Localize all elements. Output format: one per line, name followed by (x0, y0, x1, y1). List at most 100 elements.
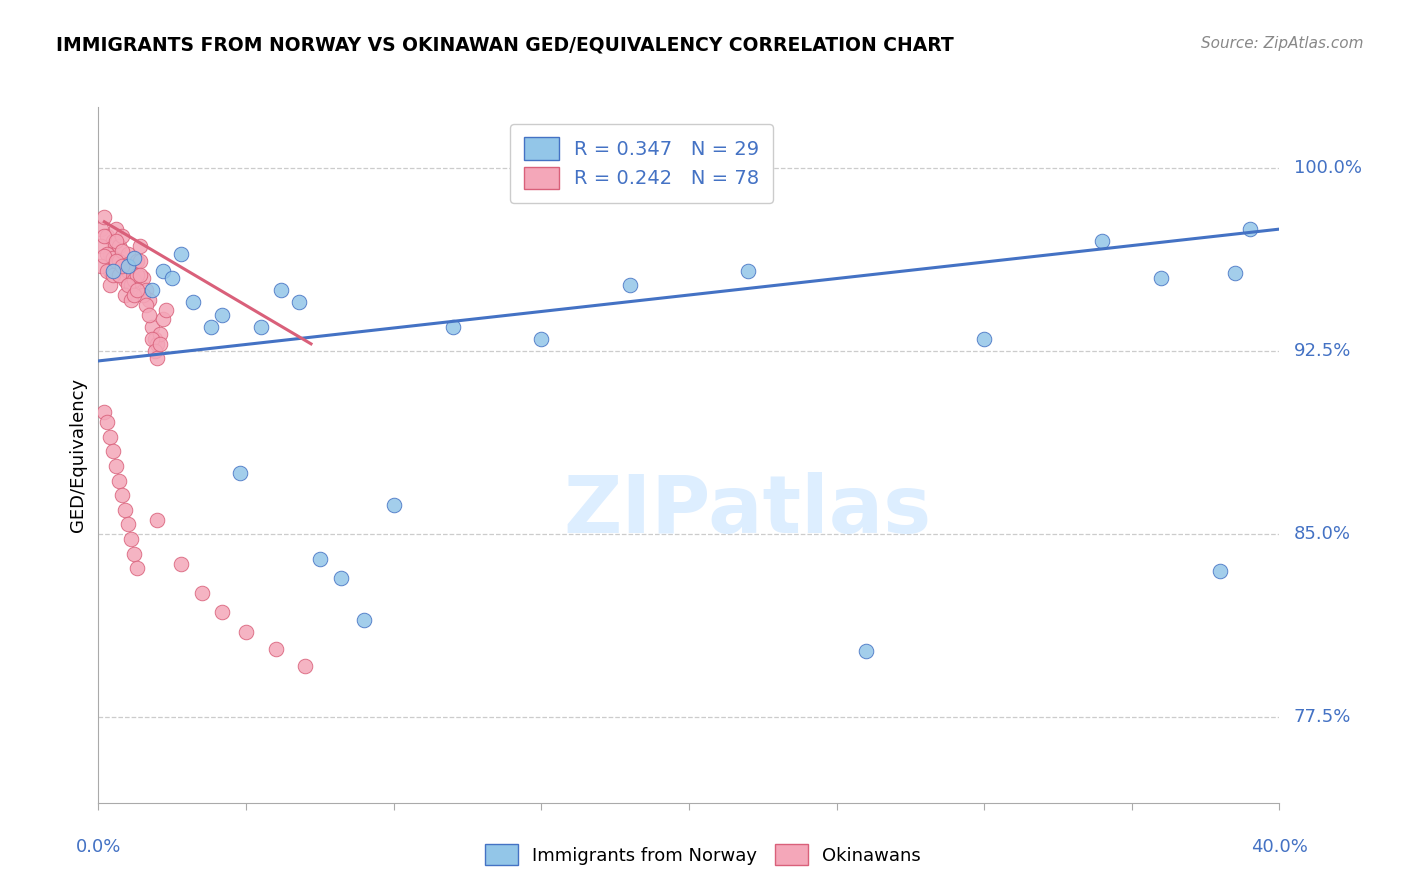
Text: 92.5%: 92.5% (1294, 343, 1351, 360)
Point (120, 263, 142, 277)
Point (235, 624, 257, 639)
Point (98, 246, 121, 260)
Point (132, 271, 155, 285)
Point (1150, 271, 1173, 285)
Point (117, 263, 139, 277)
Point (117, 246, 139, 260)
Point (105, 253, 128, 268)
Point (108, 253, 131, 268)
Point (382, 498, 405, 512)
Point (155, 302, 177, 317)
Point (117, 259, 139, 273)
Point (441, 319, 464, 334)
Point (143, 344, 166, 359)
Point (138, 308, 160, 322)
Text: 0.0%: 0.0% (76, 838, 121, 856)
Point (200, 319, 222, 334)
Text: 100.0%: 100.0% (1294, 159, 1361, 178)
Point (264, 642, 287, 657)
Point (108, 268, 131, 283)
Point (122, 288, 145, 302)
Point (103, 444, 125, 458)
Point (149, 336, 172, 351)
Point (122, 547, 145, 561)
Point (855, 644, 877, 658)
Point (98, 263, 121, 277)
Point (90, 239, 112, 253)
Text: Source: ZipAtlas.com: Source: ZipAtlas.com (1201, 36, 1364, 51)
Point (120, 532, 142, 546)
Point (122, 252, 145, 266)
Point (162, 271, 183, 285)
Point (120, 293, 142, 307)
Point (103, 268, 125, 283)
Point (98, 278, 121, 293)
Text: IMMIGRANTS FROM NORWAY VS OKINAWAN GED/EQUIVALENCY CORRELATION CHART: IMMIGRANTS FROM NORWAY VS OKINAWAN GED/E… (56, 36, 955, 54)
Point (1239, 222, 1261, 236)
Point (128, 253, 150, 268)
Point (1223, 266, 1246, 280)
Point (329, 571, 352, 585)
Point (90, 259, 112, 273)
Point (117, 517, 139, 532)
Point (103, 252, 125, 266)
Point (105, 458, 128, 473)
Point (111, 259, 134, 273)
Text: 40.0%: 40.0% (1251, 838, 1308, 856)
Point (152, 263, 174, 277)
Point (229, 467, 252, 481)
Point (90, 222, 112, 236)
Point (98, 429, 121, 443)
Point (96, 415, 118, 429)
Point (103, 235, 125, 249)
Point (120, 278, 142, 293)
Point (132, 288, 155, 302)
Point (96, 229, 118, 244)
Point (1209, 564, 1232, 578)
Point (211, 606, 233, 620)
Point (93, 229, 115, 244)
Point (114, 503, 136, 517)
Point (181, 295, 204, 310)
Point (141, 332, 163, 346)
Point (105, 235, 128, 249)
Point (288, 295, 311, 310)
Point (125, 561, 148, 575)
Point (96, 263, 118, 277)
Point (114, 259, 136, 273)
Point (93, 249, 115, 263)
Legend: R = 0.347   N = 29, R = 0.242   N = 78: R = 0.347 N = 29, R = 0.242 N = 78 (510, 124, 773, 202)
Point (146, 513, 169, 527)
Legend: Immigrants from Norway, Okinawans: Immigrants from Norway, Okinawans (477, 835, 929, 874)
Point (294, 659, 316, 673)
Point (103, 263, 125, 277)
Point (141, 319, 163, 334)
Point (125, 253, 148, 268)
Point (309, 551, 332, 566)
Point (114, 273, 136, 287)
Text: 85.0%: 85.0% (1294, 525, 1351, 543)
Point (152, 312, 174, 326)
Point (111, 229, 134, 244)
Point (170, 557, 193, 571)
Point (270, 283, 292, 297)
Point (114, 288, 136, 302)
Point (117, 278, 139, 293)
Point (149, 327, 172, 342)
Point (111, 244, 134, 258)
Point (108, 239, 131, 253)
Point (122, 273, 145, 287)
Point (141, 283, 163, 297)
Point (93, 210, 115, 224)
Point (619, 278, 641, 293)
Point (128, 239, 150, 253)
Point (105, 222, 128, 236)
Point (135, 283, 157, 297)
Point (135, 298, 157, 312)
Point (211, 308, 233, 322)
Point (146, 336, 169, 351)
Point (93, 405, 115, 419)
Point (973, 332, 995, 346)
Point (1091, 235, 1114, 249)
Point (530, 332, 553, 346)
